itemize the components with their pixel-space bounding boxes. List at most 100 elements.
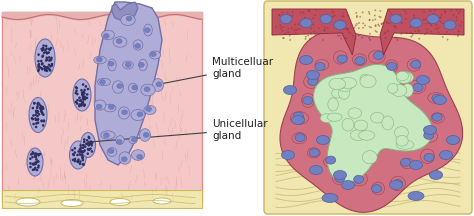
Circle shape [441,14,443,16]
Circle shape [427,22,429,24]
Ellipse shape [283,86,297,95]
Circle shape [427,29,428,30]
Circle shape [436,24,438,26]
Circle shape [309,10,310,12]
Circle shape [278,14,280,16]
Ellipse shape [149,51,161,59]
Circle shape [36,110,38,112]
Circle shape [41,62,44,65]
Ellipse shape [333,172,348,185]
Ellipse shape [300,56,312,65]
Ellipse shape [329,78,346,90]
Circle shape [45,51,47,54]
Circle shape [29,166,32,168]
Circle shape [34,154,36,157]
Circle shape [458,30,459,32]
Circle shape [303,24,305,26]
Ellipse shape [359,131,375,140]
FancyBboxPatch shape [2,12,202,202]
Ellipse shape [391,176,405,191]
Circle shape [369,13,370,15]
Circle shape [399,22,401,23]
Circle shape [35,110,37,112]
Circle shape [395,27,397,29]
Ellipse shape [334,170,346,179]
Ellipse shape [315,60,329,70]
Circle shape [82,159,84,161]
Ellipse shape [337,55,347,63]
Circle shape [332,16,334,17]
Ellipse shape [387,62,397,70]
Circle shape [35,126,37,128]
Circle shape [384,33,386,35]
Circle shape [361,37,363,38]
Circle shape [395,37,397,39]
Ellipse shape [352,54,367,66]
Circle shape [414,30,416,32]
Circle shape [377,24,379,25]
Circle shape [32,152,35,155]
Circle shape [313,31,315,33]
Circle shape [78,103,81,106]
Ellipse shape [362,151,377,164]
Circle shape [429,10,431,12]
Circle shape [30,153,33,156]
Circle shape [384,32,386,33]
Circle shape [48,48,51,51]
Circle shape [37,118,39,121]
Ellipse shape [432,94,442,102]
Circle shape [289,21,291,22]
Circle shape [457,12,459,14]
Circle shape [417,27,419,29]
Ellipse shape [282,151,294,159]
Circle shape [82,91,85,93]
Circle shape [42,124,45,127]
Ellipse shape [290,112,309,124]
Ellipse shape [128,83,137,93]
Circle shape [34,167,36,169]
Circle shape [82,83,84,86]
Ellipse shape [396,71,409,81]
Circle shape [385,37,386,39]
Circle shape [81,150,83,152]
Circle shape [413,14,415,16]
Circle shape [40,110,43,112]
Circle shape [74,101,77,103]
Ellipse shape [417,76,429,84]
Circle shape [374,19,376,20]
Circle shape [84,145,87,148]
Circle shape [80,154,83,156]
Circle shape [378,25,380,27]
Circle shape [36,153,38,155]
Circle shape [88,137,91,139]
Ellipse shape [117,84,123,89]
Circle shape [77,160,80,163]
Ellipse shape [141,84,155,96]
Circle shape [37,68,40,71]
Polygon shape [280,31,463,212]
Circle shape [86,142,89,145]
Circle shape [44,68,46,71]
Circle shape [354,38,356,40]
Circle shape [83,96,86,98]
Ellipse shape [131,137,137,142]
Circle shape [32,162,35,165]
Circle shape [435,9,436,11]
Circle shape [81,103,83,106]
Circle shape [410,32,412,33]
Ellipse shape [81,132,95,157]
Ellipse shape [131,150,145,160]
Circle shape [48,56,51,59]
Circle shape [375,24,376,26]
Circle shape [41,112,44,115]
Circle shape [32,123,35,125]
Circle shape [40,119,43,122]
Circle shape [42,54,44,57]
Circle shape [356,15,358,17]
Circle shape [283,37,284,39]
Circle shape [287,31,289,33]
Ellipse shape [133,40,143,50]
Circle shape [38,63,40,66]
Circle shape [31,117,33,120]
Circle shape [34,161,36,164]
